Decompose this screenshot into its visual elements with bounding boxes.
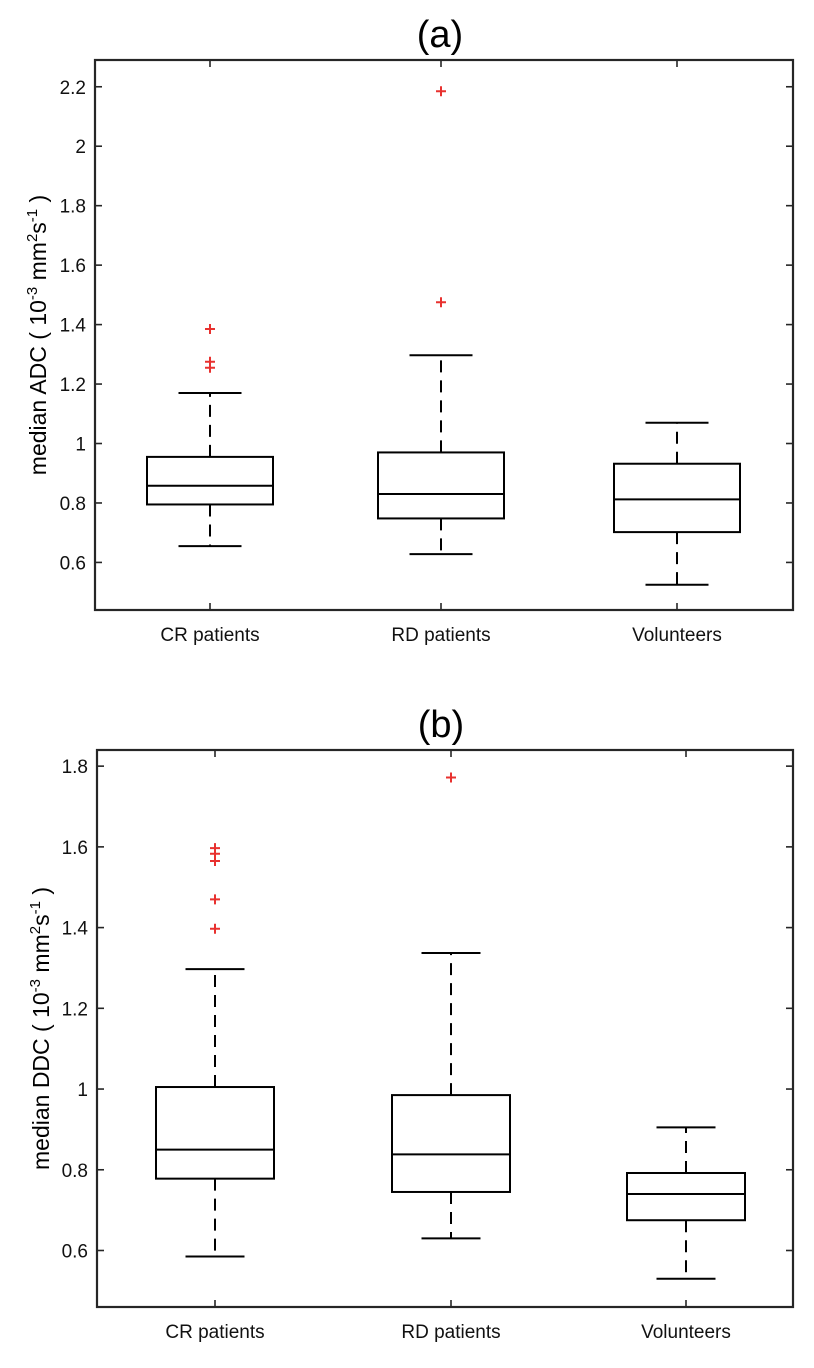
y-tick-label: 0.8 <box>60 494 86 515</box>
y-tick-label: 1.6 <box>62 838 88 859</box>
y-tick-label: 0.6 <box>62 1241 88 1262</box>
y-axis-label-exp3: -1 <box>27 901 44 914</box>
y-tick-label: 1.8 <box>62 757 88 778</box>
y-tick-label: 1.6 <box>60 256 86 277</box>
outlier-point <box>446 772 456 783</box>
y-tick-label: 2 <box>75 137 86 158</box>
iqr-box <box>391 1094 511 1193</box>
outlier-point <box>436 297 446 308</box>
y-tick-label: 1.4 <box>62 919 89 940</box>
y-axis-label-mid: mm <box>28 934 54 979</box>
outlier-point <box>210 843 220 854</box>
y-axis-label: median DDC ( 10-3 mm2s-1 ) <box>27 887 54 1170</box>
y-axis-label-exp2: 2 <box>24 234 41 242</box>
chart-title: (a) <box>417 14 463 56</box>
x-tick-label: RD patients <box>391 625 490 646</box>
y-axis-label-suffix: ) <box>28 887 54 901</box>
y-axis-label-mid2: s <box>28 914 54 926</box>
outlier-point <box>205 356 215 367</box>
panel-b: (b) 0.6 0.8 1 1.2 1.4 1.6 1.8 median DDC ( 10-3 … <box>27 704 795 1343</box>
y-axis-label-prefix: median DDC ( 10 <box>28 992 54 1170</box>
chart-title: (b) <box>418 704 464 746</box>
x-tick-label: CR patients <box>165 1322 264 1343</box>
y-axis-label-prefix: median ADC ( 10 <box>25 300 51 475</box>
iqr-box <box>146 455 274 506</box>
y-axis-label-mid2: s <box>25 222 51 234</box>
y-tick-label: 1 <box>75 435 86 456</box>
y-tick-label: 1.4 <box>60 316 87 337</box>
y-axis-label-exp1: -3 <box>24 287 41 300</box>
y-axis-label-exp3: -1 <box>24 209 41 222</box>
y-axis-label-mid: mm <box>25 242 51 287</box>
y-tick-label: 0.8 <box>62 1161 88 1182</box>
x-tick-label: CR patients <box>160 625 259 646</box>
iqr-box <box>377 451 505 520</box>
x-tick-label: RD patients <box>401 1322 500 1343</box>
panel-a: (a) 0.6 0.8 1 1.2 1.4 1.6 1.8 2 2.2 median ADC ( 1… <box>24 14 795 646</box>
y-tick-label: 0.6 <box>60 553 86 574</box>
y-axis-label: median ADC ( 10-3 mm2s-1 ) <box>24 195 51 475</box>
y-tick-label: 1.8 <box>60 197 86 218</box>
iqr-box <box>626 1171 746 1222</box>
y-tick-label: 2.2 <box>60 78 86 99</box>
plot-frame <box>93 58 795 612</box>
y-axis-label-exp2: 2 <box>27 926 44 934</box>
iqr-box <box>613 462 741 534</box>
outlier-point <box>210 923 220 934</box>
y-tick-label: 1.2 <box>62 999 88 1020</box>
y-tick-label: 1.2 <box>60 375 86 396</box>
outlier-point <box>210 894 220 905</box>
plot-frame <box>95 748 795 1309</box>
x-tick-label: Volunteers <box>641 1322 731 1343</box>
outlier-point <box>205 324 215 335</box>
y-axis-label-suffix: ) <box>25 195 51 209</box>
y-tick-label: 1 <box>77 1080 88 1101</box>
iqr-box <box>155 1086 275 1180</box>
outlier-point <box>436 86 446 97</box>
y-axis-label-exp1: -3 <box>27 979 44 992</box>
x-tick-label: Volunteers <box>632 625 722 646</box>
